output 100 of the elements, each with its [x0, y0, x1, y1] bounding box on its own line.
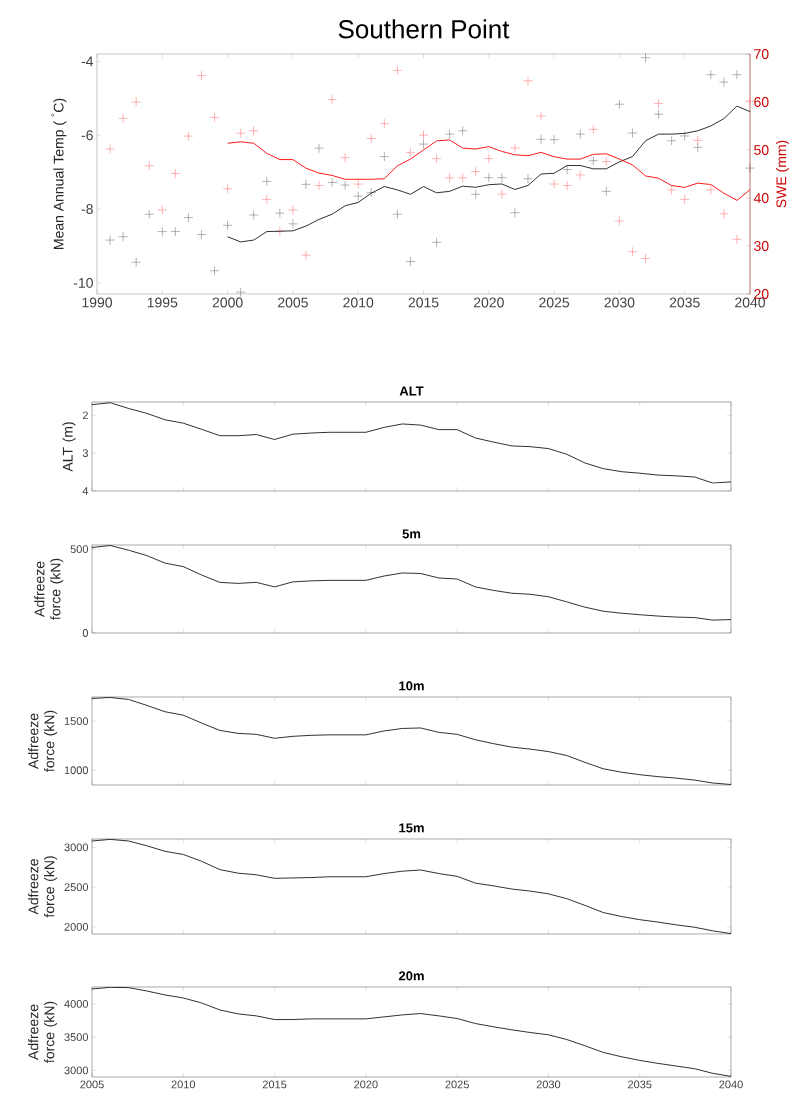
- point: [170, 226, 181, 237]
- x-tick-label: 2010: [343, 297, 374, 308]
- point: [470, 189, 481, 200]
- point: [314, 180, 324, 191]
- point: [562, 164, 572, 175]
- point: [118, 231, 128, 242]
- point: [444, 173, 455, 183]
- x-tick-label: 2040: [719, 1080, 743, 1089]
- x-tick-label: 2000: [212, 297, 243, 308]
- y-tick-label: -10: [73, 277, 93, 288]
- point: [549, 134, 559, 145]
- point: [588, 155, 599, 166]
- x-tick-label: 2030: [604, 297, 635, 308]
- point: [588, 124, 599, 135]
- point: [209, 112, 220, 123]
- y-tick-label: 2500: [64, 883, 89, 891]
- chart-title: ALT: [399, 386, 424, 396]
- point: [666, 135, 677, 146]
- point: [301, 250, 311, 260]
- point: [131, 257, 141, 268]
- chart-title: 5m: [402, 529, 421, 539]
- x-tick-label: 1995: [147, 297, 178, 308]
- point: [288, 205, 298, 215]
- point: [275, 226, 285, 236]
- point: [614, 216, 625, 226]
- point: [523, 173, 533, 184]
- point: [706, 185, 716, 195]
- point: [562, 180, 572, 191]
- point: [627, 128, 638, 138]
- x-tick-label: 2010: [171, 1080, 196, 1089]
- y-axis-title: Adfreeze force (kN): [28, 1001, 58, 1063]
- point: [732, 69, 742, 80]
- point: [405, 147, 416, 158]
- point: [510, 143, 520, 153]
- point: [484, 172, 494, 183]
- chart-title: 15m: [399, 823, 424, 833]
- x-tick-label: 2005: [278, 297, 308, 308]
- point: [366, 187, 377, 198]
- point: [157, 205, 168, 215]
- point: [679, 131, 690, 141]
- y2-tick-label: 50: [754, 145, 769, 155]
- point: [105, 144, 115, 154]
- point: [340, 180, 350, 190]
- point: [144, 209, 155, 220]
- point: [510, 207, 520, 218]
- point: [666, 185, 677, 195]
- x-tick-label: 2025: [539, 297, 570, 308]
- point: [157, 226, 168, 237]
- x-tick-label: 2015: [262, 1080, 287, 1089]
- y-tick-label: 500: [70, 545, 89, 554]
- y2-tick-label: 70: [754, 49, 769, 59]
- point: [105, 235, 115, 245]
- x-tick-label: 2035: [628, 1080, 652, 1089]
- point: [653, 98, 664, 109]
- point: [170, 168, 181, 179]
- point: [379, 118, 390, 129]
- point: [248, 125, 259, 136]
- point: [418, 139, 429, 149]
- y-axis-title: Adfreeze force (kN): [28, 710, 58, 772]
- point: [418, 130, 429, 140]
- point: [679, 194, 690, 205]
- x-tick-label: 2020: [354, 1080, 378, 1089]
- point: [392, 65, 403, 76]
- point: [614, 99, 625, 110]
- y-tick-label: 3: [82, 449, 88, 458]
- point: [653, 109, 664, 119]
- point: [222, 184, 233, 194]
- point: [431, 237, 442, 248]
- point: [627, 246, 638, 257]
- point: [366, 133, 377, 144]
- point: [379, 151, 390, 162]
- y-tick-label: 3000: [64, 1066, 89, 1075]
- point: [327, 94, 337, 105]
- y-tick-label: -6: [81, 130, 93, 141]
- point: [549, 179, 559, 189]
- point: [719, 77, 729, 87]
- y2-tick-label: 40: [753, 193, 769, 203]
- point: [261, 194, 272, 205]
- point: [261, 176, 272, 187]
- x-tick-label: 2030: [536, 1080, 561, 1089]
- point: [484, 153, 494, 164]
- point: [235, 287, 246, 297]
- point: [235, 128, 246, 138]
- x-tick-label: 2020: [473, 297, 504, 308]
- point: [575, 170, 586, 180]
- point: [222, 220, 233, 231]
- point: [353, 191, 363, 201]
- point: [575, 129, 586, 139]
- point: [131, 97, 141, 107]
- point: [118, 113, 128, 124]
- y2-tick-label: 30: [754, 241, 769, 251]
- y-tick-label: 1000: [64, 766, 89, 775]
- point: [288, 219, 298, 229]
- point: [248, 210, 259, 220]
- y-tick-label: 2000: [64, 922, 89, 931]
- point: [327, 177, 337, 188]
- point: [301, 179, 311, 190]
- point: [497, 189, 507, 199]
- point: [497, 172, 507, 183]
- chart-title: Southern Point: [338, 19, 510, 39]
